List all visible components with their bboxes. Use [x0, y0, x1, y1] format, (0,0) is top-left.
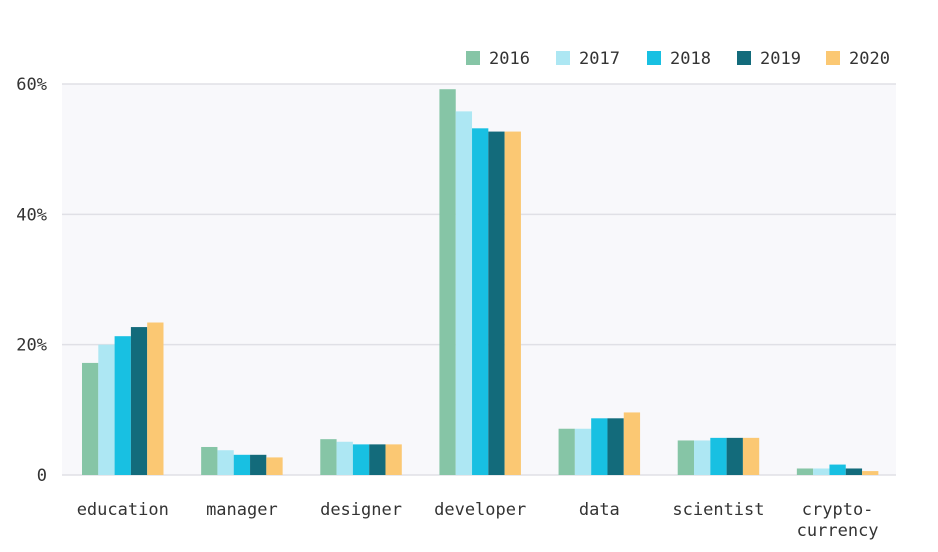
legend-swatch-2018 — [647, 51, 661, 65]
bar-2017 — [694, 440, 711, 475]
bar-2019 — [488, 131, 505, 476]
bar-2017 — [98, 344, 115, 475]
legend-label: 2018 — [670, 49, 711, 69]
x-axis-categories: education manager designer developer data sci… — [77, 500, 879, 541]
legend-label: 2017 — [579, 49, 620, 69]
bar-2020 — [862, 471, 879, 475]
legend-swatch-2019 — [737, 51, 751, 65]
bar-2020 — [147, 322, 164, 475]
bar-2017 — [574, 428, 592, 475]
category-label: data — [579, 500, 620, 520]
bar-2018 — [352, 444, 370, 475]
bars — [82, 89, 879, 476]
bar-2020 — [623, 412, 641, 475]
category-label: education — [77, 500, 169, 520]
legend-label: 2016 — [489, 49, 530, 69]
legend-swatch-2017 — [556, 51, 570, 65]
y-axis-ticks: 0 20% 40% 60% — [16, 75, 47, 486]
bar-2019 — [130, 327, 148, 475]
category-label: developer — [434, 500, 526, 520]
bar-2016 — [201, 446, 218, 475]
bar-2018 — [710, 437, 727, 475]
bar-2017 — [336, 441, 353, 475]
bar-2019 — [250, 454, 267, 475]
bar-2020 — [504, 131, 521, 476]
legend: 2016 2017 2018 2019 2020 — [466, 49, 890, 69]
bar-2018 — [829, 464, 846, 475]
y-tick-label: 60% — [16, 75, 47, 95]
bar-2018 — [233, 454, 251, 475]
category-label: crypto- — [802, 500, 874, 520]
bar-2017 — [455, 111, 473, 476]
bar-2017 — [217, 450, 234, 475]
y-tick-label: 40% — [16, 205, 47, 225]
bar-2016 — [677, 440, 695, 475]
bar-2019 — [726, 437, 743, 475]
bar-2016 — [796, 468, 814, 475]
category-label: designer — [320, 500, 402, 520]
bar-2019 — [369, 444, 386, 475]
bar-2019 — [607, 418, 624, 475]
bar-2020 — [742, 437, 760, 475]
category-label: scientist — [672, 500, 764, 520]
category-label: currency — [797, 521, 879, 541]
category-label: manager — [206, 500, 278, 520]
legend-swatch-2016 — [466, 51, 480, 65]
legend-label: 2019 — [760, 49, 801, 69]
y-tick-label: 0 — [37, 466, 47, 486]
bar-2016 — [82, 362, 99, 475]
bar-2020 — [266, 457, 283, 475]
bar-2016 — [558, 428, 575, 475]
bar-2019 — [845, 468, 863, 475]
bar-2020 — [385, 444, 402, 475]
legend-label: 2020 — [849, 49, 890, 69]
bar-2018 — [114, 336, 131, 475]
bar-2017 — [813, 468, 830, 475]
bar-2018 — [472, 128, 489, 475]
legend-swatch-2020 — [826, 51, 840, 65]
bar-2018 — [591, 418, 608, 475]
bar-2016 — [439, 89, 456, 476]
bar-2016 — [320, 439, 337, 475]
y-tick-label: 20% — [16, 336, 47, 356]
